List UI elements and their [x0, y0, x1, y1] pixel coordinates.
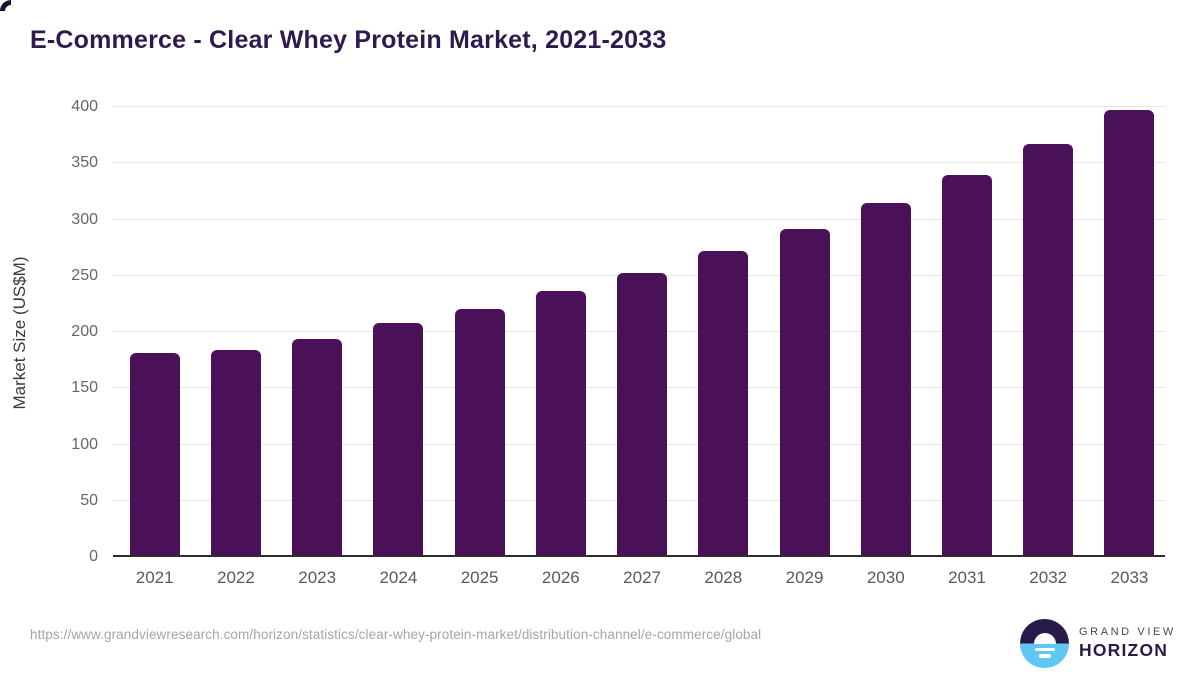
x-tick-2028: 2028: [704, 568, 743, 587]
bar-2033: [1104, 109, 1155, 555]
bar-2023: [292, 339, 343, 555]
gridline-350: [113, 162, 1165, 164]
x-tick-2023: 2023: [298, 568, 337, 587]
grand-view-horizon-logo: GRAND VIEW HORIZON: [1020, 619, 1176, 668]
bar-2028: [698, 251, 749, 555]
bar-2029: [779, 228, 830, 555]
y-tick-50: 50: [80, 491, 98, 509]
y-tick-150: 150: [71, 379, 98, 397]
y-tick-350: 350: [71, 154, 98, 172]
bar-2032: [1023, 144, 1074, 555]
bar-2025: [454, 308, 505, 555]
y-tick-400: 400: [71, 98, 98, 115]
x-tick-2029: 2029: [785, 568, 824, 587]
y-tick-200: 200: [71, 323, 98, 340]
bar-2026: [535, 290, 586, 555]
page-title: E-Commerce - Clear Whey Protein Market, …: [30, 26, 667, 54]
bar-2027: [617, 272, 668, 555]
gridline-400: [113, 106, 1165, 107]
y-tick-0: 0: [89, 548, 98, 565]
logo-text-grand-view: GRAND VIEW: [1079, 626, 1176, 638]
x-tick-2021: 2021: [135, 568, 174, 587]
x-tick-2026: 2026: [541, 568, 580, 587]
x-tick-2030: 2030: [866, 568, 905, 587]
y-axis-title: Market Size (US$M): [10, 256, 29, 410]
gridline-300: [113, 218, 1165, 220]
bar-2030: [860, 202, 911, 555]
x-tick-2025: 2025: [460, 568, 499, 587]
bar-2021: [129, 352, 180, 555]
y-tick-250: 250: [71, 266, 98, 284]
source-url: https://www.grandviewresearch.com/horizo…: [30, 627, 762, 642]
logo-text-horizon: HORIZON: [1079, 640, 1169, 660]
bar-2024: [373, 323, 424, 555]
bar-chart-plot-area: [113, 106, 1165, 557]
x-tick-2027: 2027: [623, 568, 661, 587]
bar-2022: [210, 350, 261, 555]
bar-2031: [942, 174, 992, 555]
x-tick-2022: 2022: [217, 568, 255, 587]
y-tick-100: 100: [71, 435, 98, 453]
x-tick-2031: 2031: [948, 568, 986, 587]
y-tick-300: 300: [71, 210, 98, 228]
x-tick-2032: 2032: [1029, 568, 1068, 587]
x-tick-2033: 2033: [1110, 568, 1149, 587]
x-tick-2024: 2024: [379, 568, 418, 587]
corner-decoration: [0, 0, 11, 11]
horizon-sun-icon: [1020, 619, 1069, 668]
